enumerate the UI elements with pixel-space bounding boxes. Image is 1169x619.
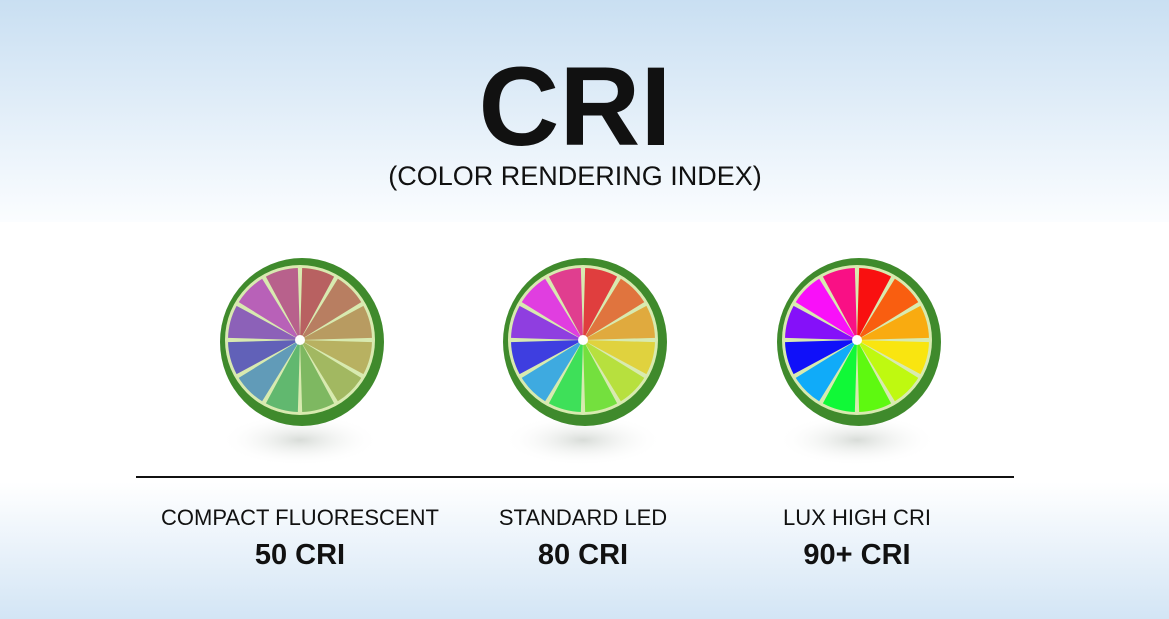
lime-core xyxy=(852,335,862,345)
lime-shadow xyxy=(777,414,937,466)
labels: COMPACT FLUORESCENT 50 CRI STANDARD LED 80 … xyxy=(161,505,931,571)
lime-segment xyxy=(300,340,335,412)
lime-segment xyxy=(265,268,300,340)
lime-segment xyxy=(548,340,583,412)
item-label: STANDARD LED xyxy=(499,505,667,530)
lime-segment xyxy=(857,278,919,340)
lime-segment xyxy=(822,268,857,340)
item-label: COMPACT FLUORESCENT xyxy=(161,505,439,530)
item-value: 90+ CRI xyxy=(803,539,910,571)
limes xyxy=(220,258,941,466)
lime-segment xyxy=(857,305,929,340)
lime-segment xyxy=(795,278,857,340)
lime-segment xyxy=(521,278,583,340)
lime-segment xyxy=(521,340,583,402)
lime xyxy=(503,258,667,466)
lime-segment xyxy=(300,340,372,375)
lime xyxy=(220,258,384,466)
lime-segment xyxy=(238,278,300,340)
lime-segment xyxy=(857,340,892,412)
lime-segment xyxy=(583,278,645,340)
lime-segment xyxy=(238,340,300,402)
item-value: 80 CRI xyxy=(538,539,628,571)
lime-core xyxy=(295,335,305,345)
lime-segment xyxy=(300,340,362,402)
lime-segment xyxy=(228,305,300,340)
lime-segment xyxy=(785,305,857,340)
lime-segment xyxy=(583,305,655,340)
lime-segment xyxy=(857,268,892,340)
lime-segment xyxy=(583,340,618,412)
bottom-background xyxy=(0,482,1169,619)
title: CRI xyxy=(479,44,672,169)
lime-core xyxy=(578,335,588,345)
item-value: 50 CRI xyxy=(255,539,345,571)
subtitle: (COLOR RENDERING INDEX) xyxy=(388,161,762,191)
lime-segment xyxy=(822,340,857,412)
lime-segment xyxy=(265,340,300,412)
lime-shadow xyxy=(503,414,663,466)
lime-segment xyxy=(583,340,655,375)
lime-segment xyxy=(795,340,857,402)
lime-segment xyxy=(548,268,583,340)
lime-segment xyxy=(511,340,583,375)
top-background xyxy=(0,0,1169,222)
lime-segment xyxy=(300,268,335,340)
lime-segment xyxy=(300,278,362,340)
lime-segment xyxy=(583,268,618,340)
lime-segment xyxy=(857,340,919,402)
lime-segment xyxy=(511,305,583,340)
lime xyxy=(777,258,941,466)
lime-segment xyxy=(785,340,857,375)
lime-segment xyxy=(857,340,929,375)
lime-shadow xyxy=(220,414,380,466)
lime-segment xyxy=(228,340,300,375)
lime-segment xyxy=(300,305,372,340)
lime-segment xyxy=(583,340,645,402)
item-label: LUX HIGH CRI xyxy=(783,505,931,530)
